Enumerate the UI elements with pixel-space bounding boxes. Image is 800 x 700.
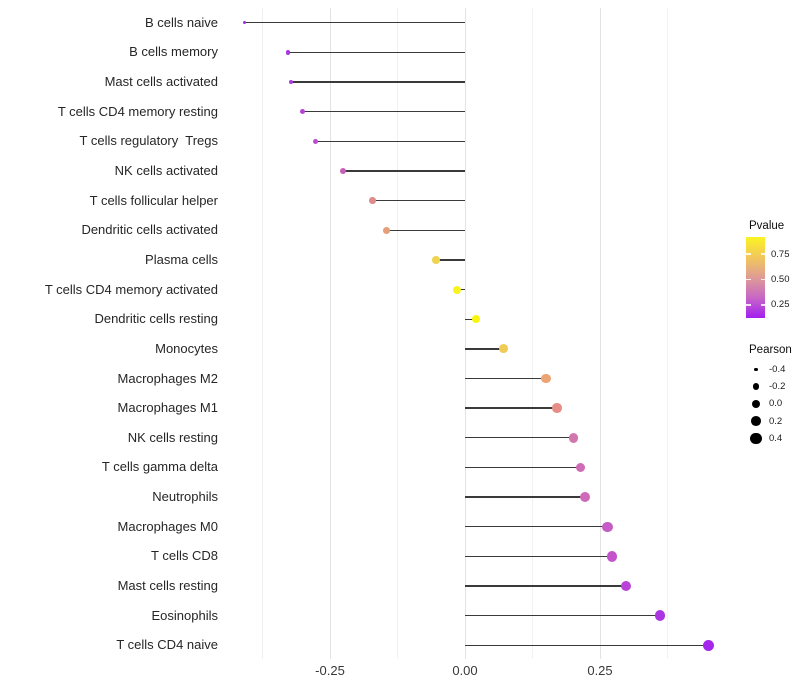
category-label: Macrophages M0	[117, 518, 218, 534]
gridline-vertical-major	[464, 8, 466, 659]
colorbar-tick-label: 0.75	[771, 248, 790, 260]
lollipop-dot	[541, 373, 551, 384]
colorbar-tick-label: 0.50	[771, 274, 790, 286]
lollipop-dot	[288, 79, 294, 85]
pearson-legend-title: Pearson	[749, 344, 792, 356]
category-label: B cells memory	[129, 44, 218, 60]
lollipop-dot	[579, 492, 590, 503]
lollipop-stem	[465, 377, 546, 380]
category-label: Eosinophils	[151, 607, 219, 623]
lollipop-dot	[702, 639, 715, 652]
lollipop-dot	[606, 551, 617, 562]
lollipop-stem	[465, 318, 476, 320]
colorbar-tick-mark	[746, 304, 751, 306]
legend-size-label: 0.0	[769, 398, 783, 410]
category-label: T cells CD4 naive	[116, 637, 218, 653]
lollipop-stem	[465, 555, 612, 558]
legend-size-label: -0.2	[769, 381, 786, 393]
category-label: Macrophages M1	[117, 400, 218, 416]
gridline-vertical-minor	[397, 8, 398, 659]
lollipop-stem	[435, 259, 465, 261]
lollipop-stem	[465, 644, 709, 647]
category-label: NK cells resting	[127, 429, 218, 445]
gridline-vertical-minor	[667, 8, 668, 659]
x-tick-label: 0.00	[452, 663, 478, 678]
gridline-vertical-minor	[262, 8, 263, 659]
category-label: Plasma cells	[145, 251, 218, 267]
colorbar-tick-mark	[760, 278, 765, 281]
category-label: T cells CD4 memory activated	[44, 281, 218, 297]
lollipop-dot	[431, 256, 440, 264]
lollipop-dot	[568, 432, 579, 443]
lollipop-stem	[465, 437, 574, 439]
legend-size-dot	[752, 383, 760, 390]
lollipop-dot	[285, 50, 291, 55]
legend-size-dot	[751, 416, 761, 427]
category-label: T cells CD4 memory resting	[57, 103, 218, 119]
lollipop-stem	[465, 615, 660, 617]
colorbar-tick-label: 0.25	[771, 299, 790, 311]
category-label: Dendritic cells resting	[94, 311, 218, 327]
colorbar-tick-mark	[746, 278, 751, 281]
pvalue-colorbar	[746, 237, 765, 318]
lollipop-stem	[465, 585, 626, 587]
category-label: B cells naive	[145, 14, 218, 30]
lollipop-dot	[575, 462, 586, 473]
lollipop-dot	[340, 167, 346, 174]
lollipop-stem	[342, 170, 465, 172]
gridline-vertical-minor	[532, 8, 533, 659]
legend-size-label: 0.2	[769, 415, 783, 427]
x-tick-label: 0.25	[587, 663, 613, 678]
lollipop-stem	[287, 51, 465, 54]
lollipop-stem	[386, 229, 465, 231]
category-label: T cells regulatory Tregs	[79, 133, 218, 149]
lollipop-stem	[315, 140, 465, 142]
colorbar-tick-mark	[760, 304, 765, 306]
lollipop-dot	[383, 226, 391, 234]
lollipop-dot	[299, 109, 305, 115]
lollipop-dot	[471, 315, 480, 324]
category-label: T cells follicular helper	[89, 192, 218, 208]
colorbar-tick-mark	[746, 253, 751, 255]
legend-size-dot	[754, 367, 758, 371]
lollipop-stem	[302, 110, 465, 113]
colorbar-tick-mark	[760, 253, 765, 255]
category-label: Neutrophils	[152, 489, 218, 505]
lollipop-dot	[552, 403, 562, 413]
lollipop-stem	[465, 407, 557, 409]
pvalue-legend-title: Pvalue	[749, 220, 785, 232]
category-label: Mast cells resting	[117, 578, 218, 594]
category-label: T cells CD8	[151, 548, 218, 564]
lollipop-dot	[499, 344, 509, 354]
x-tick-label: -0.25	[315, 663, 345, 678]
gridline-vertical-major	[329, 8, 331, 659]
category-label: Mast cells activated	[104, 74, 218, 89]
legend-size-label: 0.4	[769, 433, 783, 444]
lollipop-stem	[244, 22, 465, 24]
lollipop-stem	[372, 199, 465, 202]
lollipop-dot	[654, 610, 666, 622]
lollipop-stem	[465, 466, 581, 469]
category-label: NK cells activated	[114, 162, 218, 178]
category-label: Dendritic cells activated	[81, 222, 218, 238]
lollipop-stem	[291, 81, 465, 83]
lollipop-stem	[465, 526, 608, 528]
lollipop-stem	[465, 496, 585, 498]
lollipop-dot	[452, 285, 461, 294]
category-label: Monocytes	[155, 340, 218, 356]
gridline-vertical-major	[599, 8, 601, 659]
lollipop-stem	[456, 288, 465, 291]
lollipop-dot	[312, 138, 319, 144]
lollipop-stem	[465, 348, 504, 350]
category-label: Macrophages M2	[117, 370, 218, 386]
lollipop-dot	[369, 197, 376, 204]
category-label: T cells gamma delta	[101, 459, 218, 475]
legend-size-label: -0.4	[769, 363, 786, 375]
lollipop-dot	[620, 580, 632, 592]
lollipop-dot	[602, 521, 613, 532]
lollipop-dot	[243, 21, 247, 25]
legend-size-dot	[751, 399, 761, 408]
legend-size-dot	[750, 432, 762, 445]
